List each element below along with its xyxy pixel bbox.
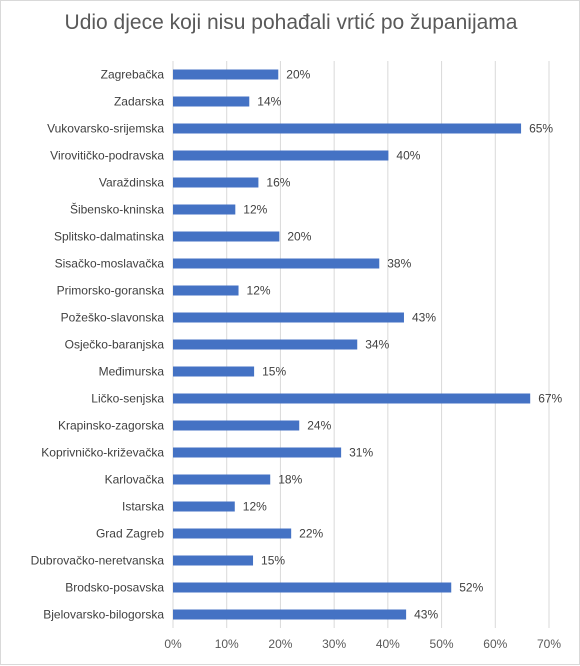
bar [173,177,259,188]
value-label: 12% [243,500,267,514]
value-label: 52% [459,581,483,595]
bar [173,366,255,377]
category-label: Zadarska [114,95,164,109]
x-tick-label: 10% [215,637,239,651]
bar [173,204,236,215]
bar [173,528,292,539]
value-label: 24% [307,419,331,433]
x-tick-label: 0% [164,637,182,651]
category-label: Bjelovarsko-bilogorska [43,608,164,622]
bar [173,312,404,323]
bar [173,609,407,620]
value-label: 14% [257,95,281,109]
category-label: Grad Zagreb [96,527,164,541]
category-label: Sisačko-moslavačka [55,257,165,271]
x-tick-label: 30% [322,637,346,651]
value-label: 40% [396,149,420,163]
value-label: 18% [278,473,302,487]
category-label: Primorsko-goranska [57,284,165,298]
value-label: 12% [247,284,271,298]
category-label: Krapinsko-zagorska [58,419,164,433]
category-label: Osječko-baranjska [65,338,165,352]
value-label: 15% [261,554,285,568]
bar [173,231,280,242]
value-label: 20% [287,230,311,244]
category-label: Šibensko-kninska [70,202,164,217]
bar [173,69,279,80]
bar [173,447,342,458]
chart-title: Udio djece koji nisu pohađali vrtić po ž… [64,11,518,34]
bar [173,582,452,593]
bar [173,474,271,485]
bar [173,96,250,107]
bar [173,339,358,350]
bar [173,258,380,269]
value-label: 16% [266,176,290,190]
value-label: 20% [286,68,310,82]
value-label: 34% [365,338,389,352]
value-label: 31% [349,446,373,460]
category-label: Varaždinska [99,176,164,190]
category-label: Požeško-slavonska [61,311,165,325]
category-label: Virovitičko-podravska [50,149,164,163]
bar [173,555,254,566]
x-tick-label: 40% [376,637,400,651]
bar [173,501,235,512]
category-label: Istarska [122,500,164,514]
x-tick-label: 70% [537,637,561,651]
x-tick-label: 20% [268,637,292,651]
category-label: Brodsko-posavska [65,581,164,595]
category-label: Splitsko-dalmatinska [54,230,164,244]
value-label: 22% [299,527,323,541]
bar [173,150,389,161]
value-label: 38% [387,257,411,271]
category-label: Karlovačka [105,473,165,487]
value-label: 43% [414,608,438,622]
x-tick-label: 60% [483,637,507,651]
bar [173,285,239,296]
x-tick-label: 50% [430,637,454,651]
category-label: Dubrovačko-neretvanska [31,554,165,568]
value-label: 67% [538,392,562,406]
category-label: Međimurska [99,365,165,379]
bar [173,420,300,431]
value-label: 65% [529,122,553,136]
category-label: Koprivničko-križevačka [41,446,164,460]
bar [173,393,531,404]
value-label: 15% [262,365,286,379]
value-label: 43% [412,311,436,325]
value-label: 12% [243,203,267,217]
bar [173,123,522,134]
category-label: Ličko-senjska [91,392,164,406]
category-label: Vukovarsko-srijemska [47,122,164,136]
category-label: Zagrebačka [101,68,165,82]
